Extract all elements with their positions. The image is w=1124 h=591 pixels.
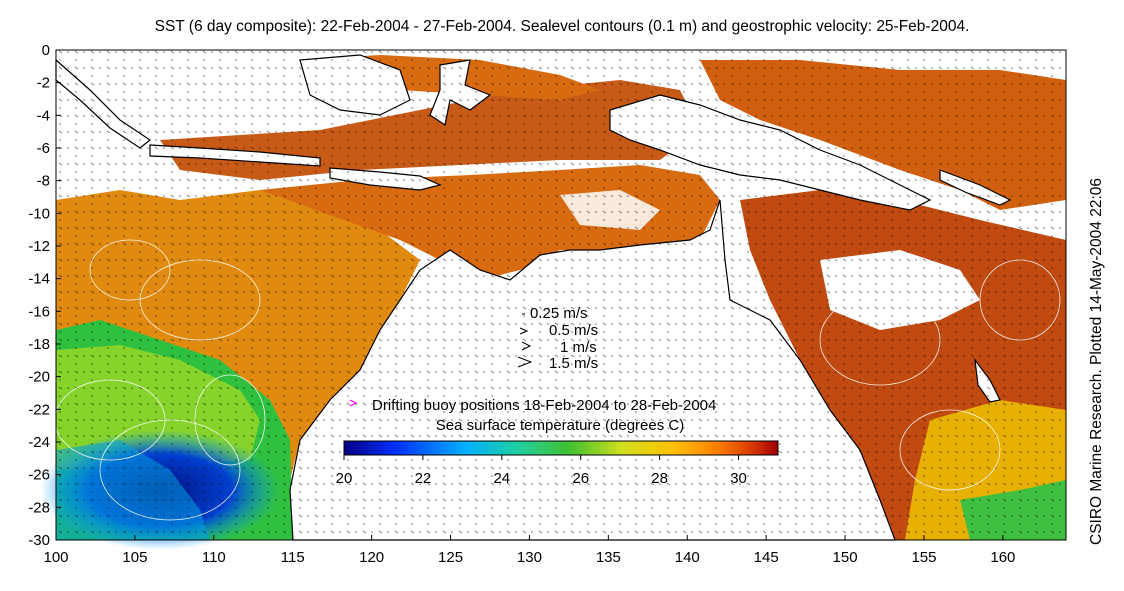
- velocity-legend-label: 1.5 m/s: [549, 355, 598, 372]
- x-tick-label: 110: [202, 549, 226, 566]
- colorbar-tick-label: 30: [730, 470, 747, 487]
- colorbar-tick-label: 22: [415, 470, 432, 487]
- y-tick-label: -8: [37, 173, 50, 190]
- x-axis: 100 105 110 115 120 125 130 135 140 145 150 155 160: [43, 535, 1015, 566]
- x-tick-label: 125: [438, 549, 463, 566]
- velocity-legend-label: 1 m/s: [560, 339, 597, 356]
- velocity-arrow-icon: [521, 341, 532, 351]
- y-tick-label: -10: [28, 205, 50, 222]
- velocity-arrow-icon: [517, 356, 533, 368]
- velocity-legend-label: 0.5 m/s: [549, 322, 598, 339]
- x-tick-label: 145: [754, 549, 779, 566]
- y-tick-label: -24: [28, 434, 50, 451]
- map-title: SST (6 day composite): 22-Feb-2004 - 27-…: [154, 18, 970, 35]
- x-tick-label: 155: [911, 549, 936, 566]
- colorbar-gradient: [343, 440, 779, 456]
- velocity-legend: 0.25 m/s 0.5 m/s 1 m/s 1.5 m/s: [517, 305, 598, 372]
- y-axis: 0 -2 -4 -6 -8 -10 -12 -14 -16 -18 -20 -22 -24 -26 -28 -…: [28, 42, 61, 549]
- y-tick-label: -4: [37, 107, 50, 124]
- y-tick-label: -28: [28, 499, 50, 516]
- y-tick-label: 0: [42, 42, 50, 59]
- colorbar-tick-label: 20: [336, 470, 353, 487]
- velocity-arrows: [56, 50, 1066, 540]
- colorbar-title: Sea surface temperature (degrees C): [436, 417, 684, 434]
- colorbar-tick-label: 26: [572, 470, 589, 487]
- velocity-arrow-icon: [519, 327, 529, 335]
- y-tick-label: -20: [28, 369, 50, 386]
- x-tick-label: 160: [990, 549, 1015, 566]
- sealevel-contours: [54, 239, 1061, 521]
- y-tick-label: -2: [37, 75, 50, 92]
- y-tick-label: -12: [28, 238, 50, 255]
- x-tick-label: 150: [833, 549, 858, 566]
- y-tick-label: -6: [37, 140, 50, 157]
- buoy-marker-icon: [349, 399, 358, 407]
- x-tick-label: 130: [517, 549, 542, 566]
- velocity-legend-label: 0.25 m/s: [530, 305, 588, 322]
- y-tick-label: -22: [28, 401, 50, 418]
- x-tick-label: 100: [43, 549, 68, 566]
- y-tick-label: -26: [28, 467, 50, 484]
- buoy-legend: Drifting buoy positions 18-Feb-2004 to 2…: [349, 397, 716, 414]
- y-tick-label: -18: [28, 336, 50, 353]
- x-tick-label: 105: [122, 549, 147, 566]
- y-tick-label: -14: [28, 271, 50, 288]
- y-tick-label: -16: [28, 303, 50, 320]
- x-tick-label: 135: [596, 549, 621, 566]
- x-tick-label: 120: [359, 549, 384, 566]
- x-tick-label: 140: [675, 549, 700, 566]
- plot-frame: [55, 49, 1067, 541]
- y-tick-label: -30: [28, 532, 50, 549]
- colorbar: Sea surface temperature (degrees C) 20 22…: [336, 417, 779, 487]
- x-tick-label: 115: [281, 549, 305, 566]
- buoy-legend-label: Drifting buoy positions 18-Feb-2004 to 2…: [372, 397, 716, 414]
- colorbar-tick-label: 24: [493, 470, 510, 487]
- colorbar-tick-label: 28: [651, 470, 668, 487]
